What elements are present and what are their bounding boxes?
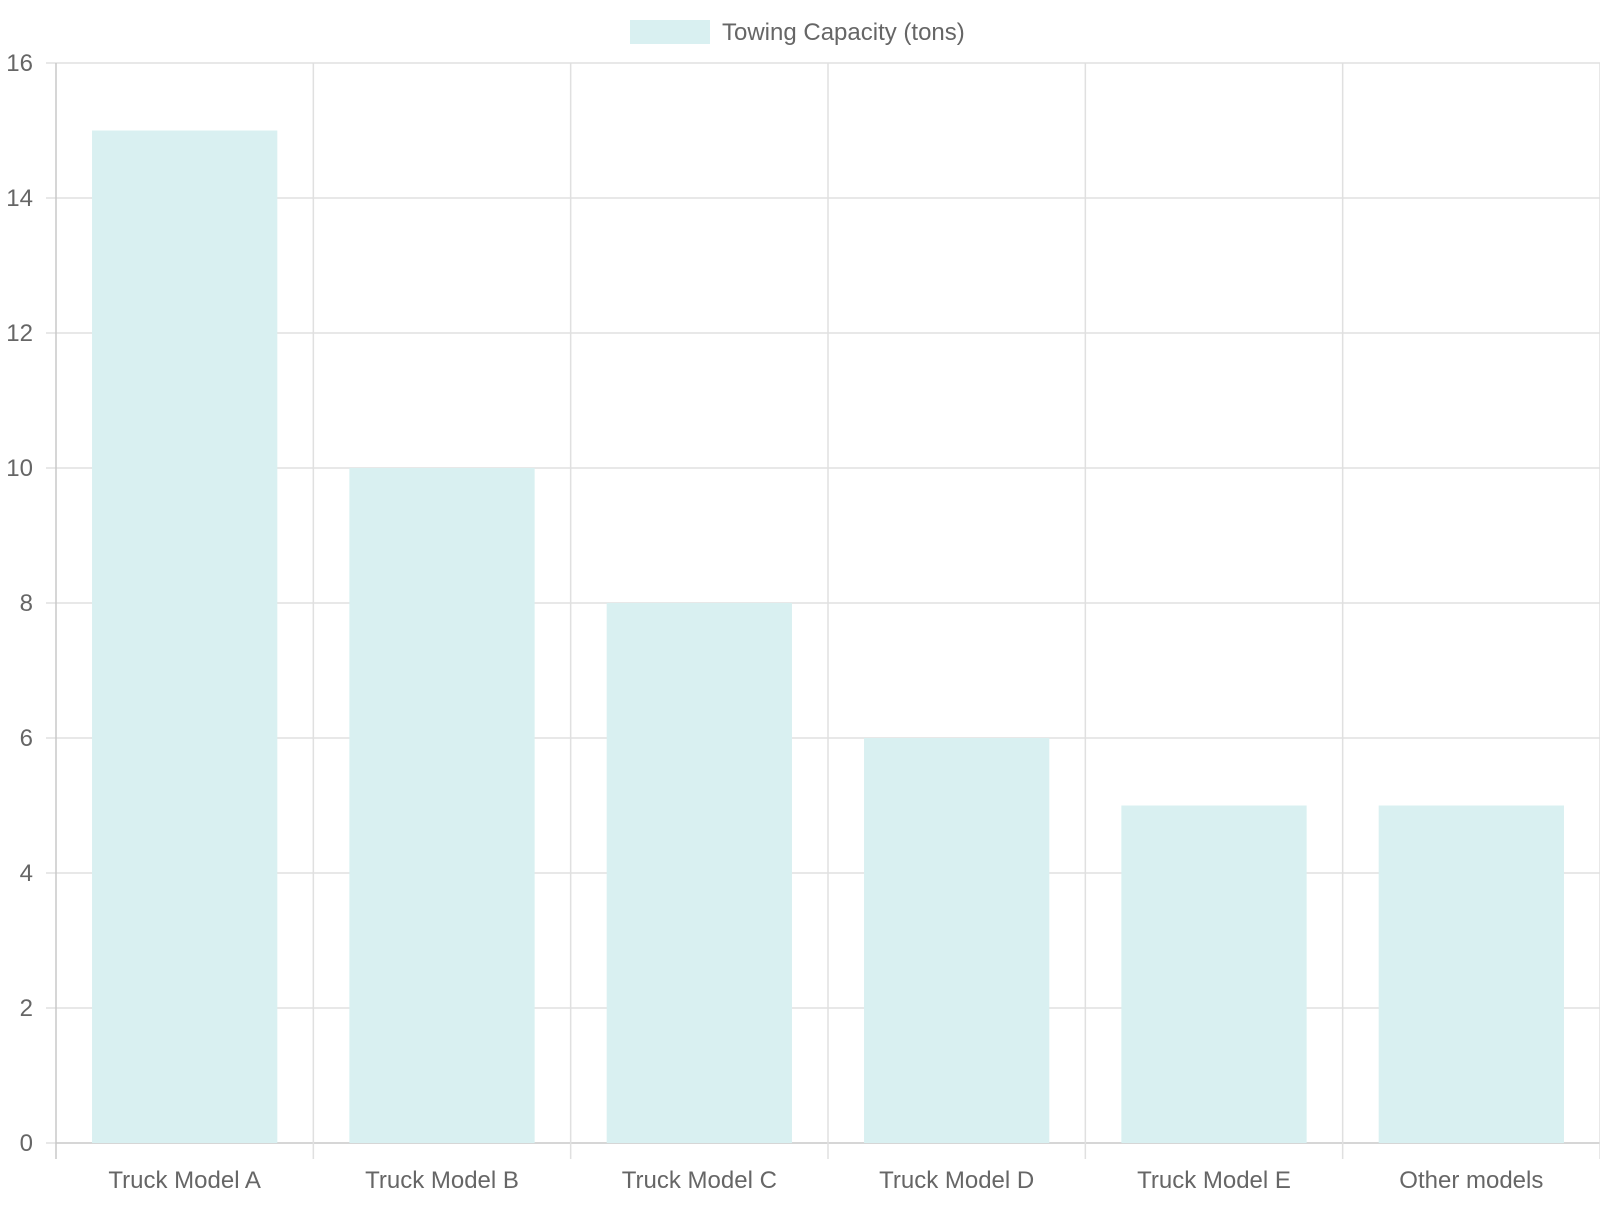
legend-swatch[interactable]	[630, 20, 710, 44]
bar-layer	[92, 130, 1564, 1143]
y-tick-label-16: 16	[6, 50, 33, 77]
legend-label-towing-capacity[interactable]: Towing Capacity (tons)	[722, 19, 965, 46]
y-tick-label-0: 0	[20, 1130, 33, 1157]
x-tick-label-truck-model-d: Truck Model D	[879, 1167, 1034, 1194]
bar-truck-model-e	[1121, 805, 1307, 1143]
x-tick-label-truck-model-c: Truck Model C	[622, 1167, 777, 1194]
x-tick-label-truck-model-a: Truck Model A	[108, 1167, 261, 1194]
axis-layer: 0 2 4 6 8 10 12 14 16 Truck Model A Truck Model B T…	[6, 50, 1543, 1194]
legend[interactable]: Towing Capacity (tons)	[630, 19, 965, 46]
x-tick-label-truck-model-e: Truck Model E	[1137, 1167, 1291, 1194]
y-tick-label-4: 4	[20, 860, 33, 887]
y-tick-label-6: 6	[20, 725, 33, 752]
y-tick-label-8: 8	[20, 590, 33, 617]
bar-other-models	[1378, 805, 1564, 1143]
bar-truck-model-c	[606, 603, 792, 1143]
bar-truck-model-d	[864, 738, 1050, 1143]
y-tick-label-2: 2	[20, 995, 33, 1022]
y-tick-label-12: 12	[6, 320, 33, 347]
grid-layer	[46, 62, 1600, 1159]
bar-truck-model-b	[349, 468, 535, 1143]
y-tick-label-10: 10	[6, 455, 33, 482]
bar-truck-model-a	[92, 130, 278, 1143]
x-tick-label-other-models: Other models	[1399, 1167, 1543, 1194]
y-tick-label-14: 14	[6, 185, 33, 212]
x-tick-label-truck-model-b: Truck Model B	[365, 1167, 519, 1194]
